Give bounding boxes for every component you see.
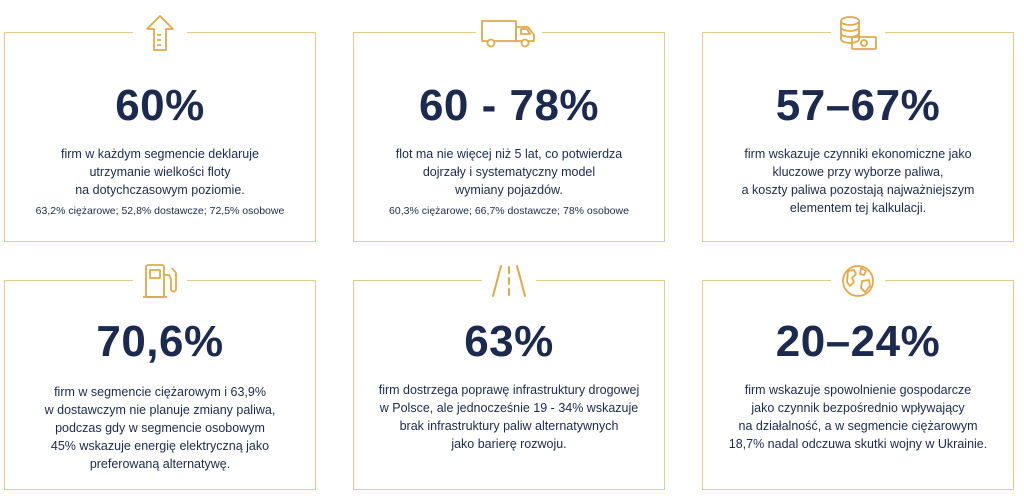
fuel-pump-icon	[133, 259, 187, 303]
coins-icon	[831, 11, 885, 55]
stat-value: 60 - 78%	[418, 81, 600, 130]
stat-description: flot ma nie więcej niż 5 lat, co potwier…	[395, 147, 623, 197]
stat-value: 57–67%	[775, 81, 941, 130]
stat-card-economic-slowdown: 20–24% firm wskazuje spowolnienie gospod…	[702, 259, 1014, 490]
stat-card-fuel-economics: 57–67% firm wskazuje czynniki ekonomiczn…	[702, 11, 1014, 242]
stat-card-fuel-change: 70,6% firm w segmencie ciężarowym i 63,9…	[4, 259, 316, 490]
stat-description: firm wskazuje spowolnienie gospodarcze j…	[728, 383, 988, 451]
arrow-up-icon	[133, 11, 187, 55]
stat-breakdown: 60,3% ciężarowe; 66,7% dostawcze; 78% os…	[389, 205, 629, 217]
globe-icon	[831, 259, 885, 303]
stat-card-fleet-age: 60 - 78% flot ma nie więcej niż 5 lat, c…	[353, 11, 665, 242]
stat-breakdown: 63,2% ciężarowe; 52,8% dostawcze; 72,5% …	[35, 205, 285, 217]
stat-value: 63%	[464, 317, 554, 366]
stat-card-infrastructure: 63% firm dostrzega poprawę infrastruktur…	[353, 259, 665, 490]
stat-description: firm w każdym segmencie deklaruje utrzym…	[61, 147, 259, 197]
stat-description: firm wskazuje czynniki ekonomiczne jako …	[741, 147, 975, 215]
stat-value: 60%	[115, 81, 205, 130]
truck-icon	[476, 11, 542, 55]
stat-card-fleet-size: 60% firm w każdym segmencie deklaruje ut…	[4, 11, 316, 242]
stat-description: firm w segmencie ciężarowym i 63,9% w do…	[44, 385, 276, 471]
road-icon	[482, 259, 536, 303]
stat-value: 20–24%	[775, 317, 941, 366]
stat-value: 70,6%	[96, 317, 224, 366]
stat-description: firm dostrzega poprawę infrastruktury dr…	[378, 383, 640, 451]
